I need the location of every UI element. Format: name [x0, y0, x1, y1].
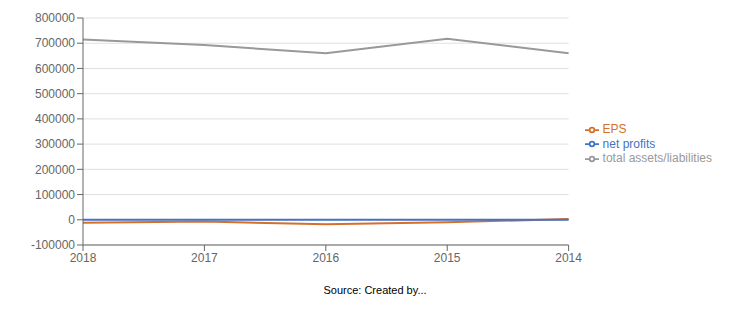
svg-text:-100000: -100000 [31, 238, 75, 252]
svg-text:2014: 2014 [555, 251, 582, 265]
html-text:Source: Created by...: Source: Created by... [323, 284, 427, 296]
svg-text:2016: 2016 [312, 251, 339, 265]
svg-text:700000: 700000 [35, 36, 75, 50]
svg-text:600000: 600000 [35, 62, 75, 76]
svg-text:200000: 200000 [35, 163, 75, 177]
svg-text:400000: 400000 [35, 112, 75, 126]
html-text:EPS: EPS [602, 121, 627, 136]
svg-text:2018: 2018 [70, 251, 97, 265]
svg-text:800000: 800000 [35, 11, 75, 25]
svg-text:0: 0 [68, 213, 75, 227]
svg-text:2015: 2015 [434, 251, 461, 265]
svg-text:2017: 2017 [191, 251, 218, 265]
svg-text:100000: 100000 [35, 188, 75, 202]
html-text:net profits: net profits [602, 136, 656, 151]
svg-text:300000: 300000 [35, 137, 75, 151]
html-text:total assets/liabilities: total assets/liabilities [602, 151, 712, 166]
svg-text:500000: 500000 [35, 87, 75, 101]
